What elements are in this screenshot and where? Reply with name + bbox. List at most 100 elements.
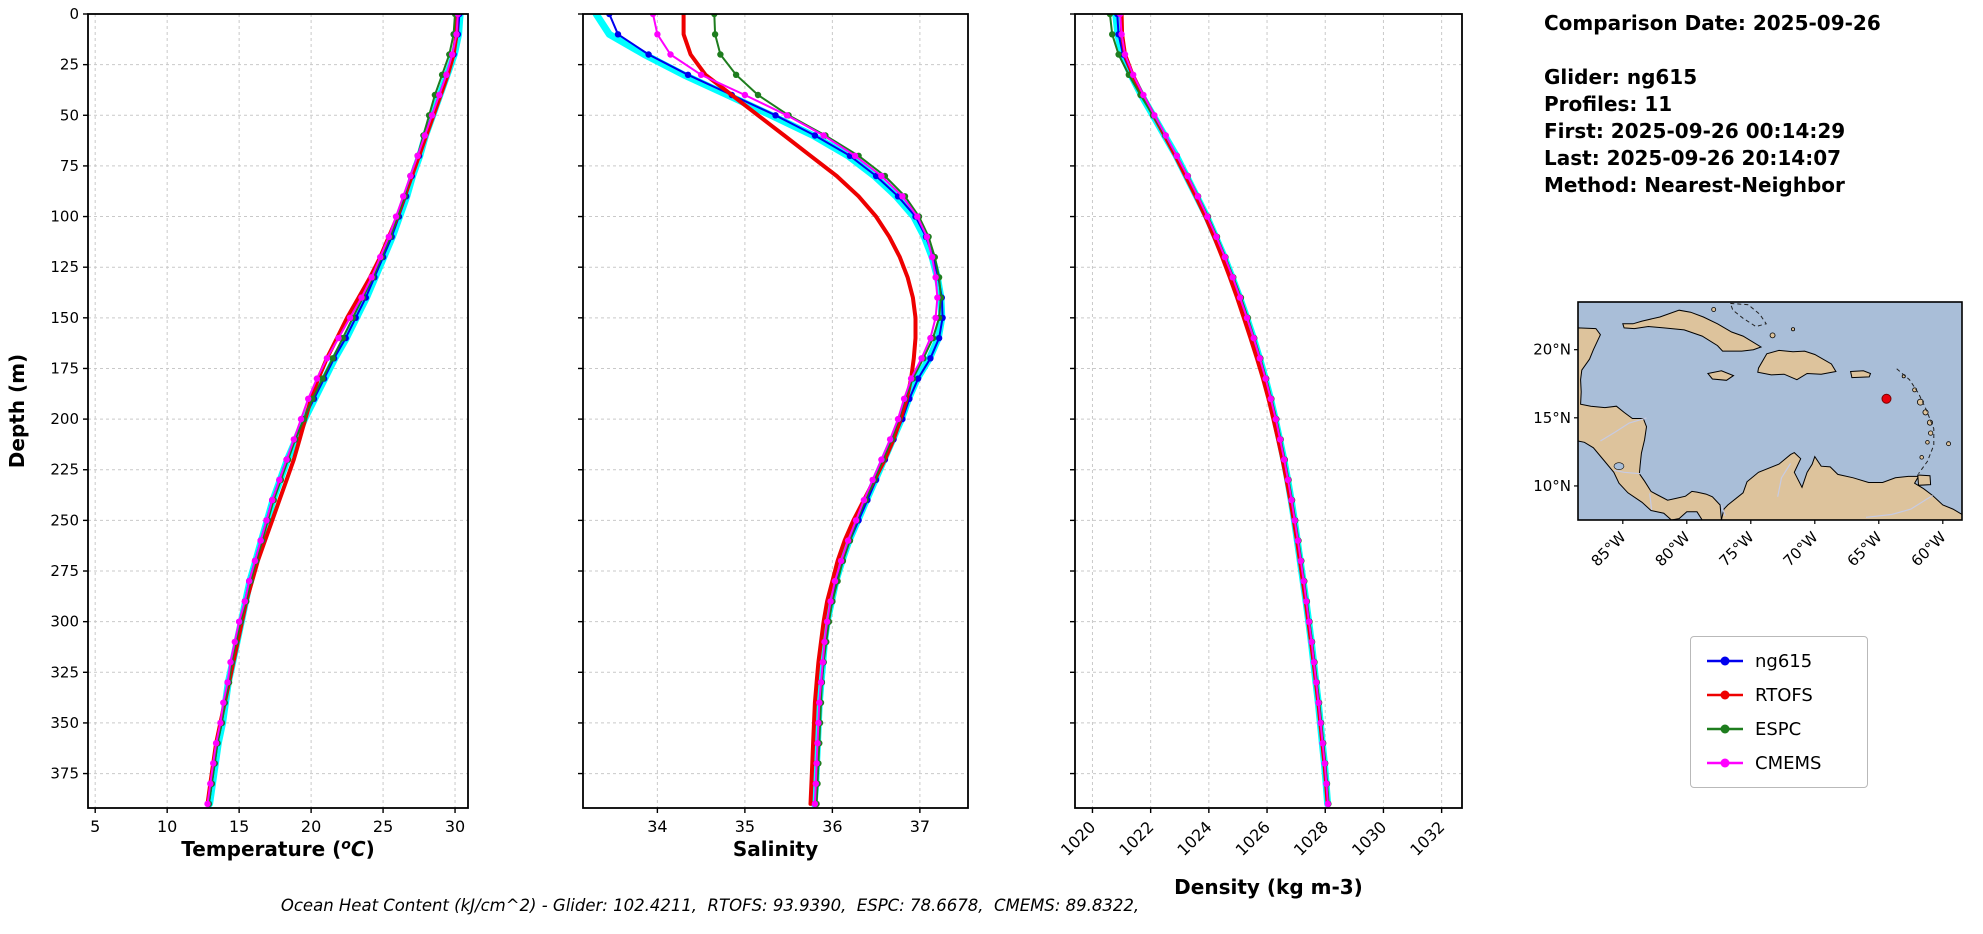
legend-label: CMEMS (1755, 752, 1822, 774)
series-RTOFS-line (681, 14, 918, 806)
comparison-metadata: Comparison Date: 2025-09-26 Glider: ng61… (1544, 10, 1974, 199)
svg-text:37: 37 (910, 817, 930, 836)
first-text: First: 2025-09-26 00:14:29 (1544, 119, 1846, 143)
legend-item-ng615: ng615 (1705, 647, 1853, 675)
salinity-axis-label: Salinity (733, 837, 818, 861)
ocean-heat-content-text: Ocean Heat Content (kJ/cm^2) - Glider: 1… (280, 896, 1140, 915)
svg-text:10: 10 (157, 817, 177, 836)
series-ESPC-line (207, 14, 456, 805)
svg-text:175: 175 (50, 359, 79, 377)
svg-text:25: 25 (373, 817, 393, 836)
depth-axis-label: Depth (m) (5, 354, 29, 468)
svg-text:36: 36 (822, 817, 842, 836)
svg-text:5: 5 (90, 817, 100, 836)
series-RTOFS-line (205, 14, 459, 806)
svg-text:85°W: 85°W (1588, 528, 1630, 570)
density-axis-label: Density (kg m-3) (1174, 875, 1363, 899)
comparison-date-text: Comparison Date: 2025-09-26 (1544, 11, 1881, 35)
temperature-axes-frame (87, 13, 469, 809)
svg-text:70°W: 70°W (1780, 528, 1822, 570)
info-spacer (1544, 37, 1974, 64)
density-ticks: 1020 1022 1024 1026 1028 1030 1032 (1057, 13, 1448, 860)
legend-label: RTOFS (1755, 684, 1813, 706)
salinity-series (592, 14, 946, 808)
svg-text:15°N: 15°N (1533, 409, 1571, 427)
svg-text:1024: 1024 (1173, 817, 1215, 859)
series-ng615-line (608, 14, 944, 805)
series-glider-raw-line (592, 14, 946, 808)
legend-item-CMEMS: CMEMS (1705, 749, 1853, 777)
legend-marker-ESPC (1707, 724, 1743, 734)
svg-text:1026: 1026 (1232, 817, 1274, 859)
svg-text:34: 34 (647, 817, 667, 836)
temperature-series (204, 14, 464, 808)
svg-text:30: 30 (445, 817, 465, 836)
svg-text:350: 350 (50, 714, 79, 732)
svg-text:250: 250 (50, 511, 79, 529)
series-CMEMS-line (1119, 14, 1329, 805)
glider-location-map: 20°N 15°N 10°N 85°W 80°W 75°W 70°W 65°W 60°W (1533, 301, 1963, 570)
density-axes-frame (1074, 13, 1463, 809)
profiles-text: Profiles: 11 (1544, 92, 1673, 116)
legend-label: ng615 (1755, 650, 1813, 672)
svg-text:150: 150 (50, 309, 79, 327)
svg-text:20°N: 20°N (1533, 341, 1571, 359)
series-CMEMS-line (206, 14, 459, 805)
density-grid (1075, 13, 1462, 808)
svg-text:125: 125 (50, 258, 79, 276)
salinity-ticks: 34 35 36 37 (578, 13, 930, 836)
svg-text:325: 325 (50, 663, 79, 681)
svg-text:75: 75 (60, 157, 79, 175)
svg-text:75°W: 75°W (1716, 528, 1758, 570)
svg-text:0: 0 (69, 5, 79, 23)
legend-item-ESPC: ESPC (1705, 715, 1853, 743)
density-depth-chart: 1020 1022 1024 1026 1028 1030 1032 Density (kg … (1057, 13, 1463, 899)
legend-marker-RTOFS (1707, 690, 1743, 700)
svg-text:50: 50 (60, 106, 79, 124)
svg-text:225: 225 (50, 461, 79, 479)
temperature-axis-label: Temperature (oC) (181, 837, 374, 861)
legend-item-RTOFS: RTOFS (1705, 681, 1853, 709)
svg-text:10°N: 10°N (1533, 477, 1571, 495)
series-CMEMS-line (652, 14, 939, 805)
salinity-grid (583, 13, 968, 808)
svg-text:1032: 1032 (1406, 817, 1448, 859)
svg-text:25: 25 (60, 56, 79, 74)
svg-text:375: 375 (50, 765, 79, 783)
svg-text:80°W: 80°W (1652, 528, 1694, 570)
map-frame (1577, 301, 1963, 521)
salinity-depth-chart: 34 35 36 37 Salinity (578, 13, 969, 861)
svg-text:1020: 1020 (1057, 817, 1099, 859)
glider-position-marker (1881, 393, 1892, 404)
svg-text:35: 35 (735, 817, 755, 836)
series-ng615-line (207, 14, 461, 805)
temperature-grid (88, 13, 468, 808)
svg-text:60°W: 60°W (1908, 528, 1950, 570)
method-text: Method: Nearest-Neighbor (1544, 173, 1845, 197)
svg-text:100: 100 (50, 208, 79, 226)
svg-text:65°W: 65°W (1844, 528, 1886, 570)
legend-marker-ng615 (1707, 656, 1743, 666)
svg-text:275: 275 (50, 562, 79, 580)
svg-text:20: 20 (301, 817, 321, 836)
svg-text:1030: 1030 (1348, 817, 1390, 859)
last-text: Last: 2025-09-26 20:14:07 (1544, 146, 1842, 170)
temperature-ticks: 5 10 15 20 25 3002550751001251501752002252502… (50, 5, 465, 836)
density-series (1106, 14, 1332, 808)
series-ESPC-line (1108, 14, 1330, 805)
series-RTOFS-line (1119, 14, 1330, 806)
temperature-depth-chart: 5 10 15 20 25 3002550751001251501752002252502… (5, 5, 469, 861)
map-land-group (1578, 302, 1962, 520)
legend-marker-CMEMS (1707, 758, 1743, 768)
salinity-axes-frame (582, 13, 969, 809)
svg-text:1028: 1028 (1290, 817, 1332, 859)
svg-text:15: 15 (229, 817, 249, 836)
legend-box: ng615 RTOFS ESPC CMEMS (1690, 636, 1868, 788)
svg-text:1022: 1022 (1115, 817, 1157, 859)
series-ng615-line (1116, 14, 1330, 805)
svg-text:200: 200 (50, 410, 79, 428)
glider-text: Glider: ng615 (1544, 65, 1698, 89)
svg-text:300: 300 (50, 613, 79, 631)
legend-label: ESPC (1755, 718, 1802, 740)
series-glider-raw-line (1112, 14, 1332, 808)
